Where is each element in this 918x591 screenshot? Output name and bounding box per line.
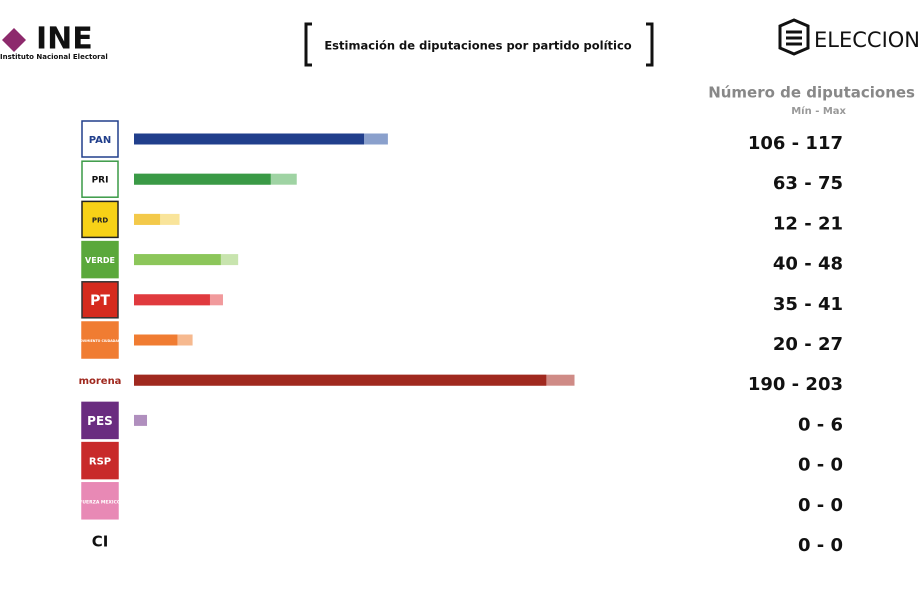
min-bar [134, 294, 210, 306]
party-logo [81, 240, 119, 279]
org-name: Instituto Nacional Electoral [0, 53, 108, 61]
value-label: 20 - 27 [773, 334, 843, 355]
max-bar [134, 414, 148, 426]
party-label: RSP [89, 457, 111, 468]
value-label: 0 - 0 [798, 455, 843, 476]
party-label: PAN [89, 135, 112, 146]
value-label: 106 - 117 [748, 133, 843, 154]
min-bar [134, 173, 271, 185]
min-bar [134, 334, 178, 346]
value-label: 0 - 6 [798, 414, 843, 435]
party-label: MOVIMIENTO CIUDADANO [77, 339, 124, 343]
ine-emblem [2, 28, 26, 52]
party-label: PRI [92, 176, 109, 186]
party-logo [81, 401, 119, 440]
party-logo [81, 120, 119, 158]
party-label: CI [92, 533, 109, 551]
value-label: 63 - 75 [773, 173, 843, 194]
org-logo: INE [36, 22, 93, 57]
party-label: morena [79, 376, 122, 387]
party-logo [81, 441, 119, 480]
party-label: FUERZA MEXICO [79, 499, 121, 505]
party-label: PES [87, 414, 113, 428]
value-label: 0 - 0 [798, 535, 843, 556]
brand-icon [778, 18, 810, 56]
value-label: 12 - 21 [773, 213, 843, 234]
min-bar [134, 213, 161, 225]
title-brackets [304, 22, 654, 67]
value-subheading: Mín - Max [791, 105, 846, 117]
party-logo [81, 321, 119, 359]
party-logo [81, 482, 119, 520]
brand-logo: ELECCIONES [814, 28, 918, 52]
min-bar [134, 254, 221, 266]
party-label: PT [90, 293, 110, 309]
party-logo [81, 200, 119, 239]
value-heading: Número de diputaciones [708, 84, 915, 102]
party-label: VERDE [85, 256, 115, 265]
value-label: 0 - 0 [798, 495, 843, 516]
party-label: PRD [92, 216, 109, 224]
min-bar [134, 133, 365, 145]
value-label: 40 - 48 [773, 254, 843, 275]
value-label: 35 - 41 [773, 294, 843, 315]
party-logo [81, 281, 119, 319]
min-bar [134, 374, 547, 386]
chart-title: Estimación de diputaciones por partido p… [324, 39, 631, 53]
party-logo [81, 160, 119, 198]
value-label: 190 - 203 [748, 374, 843, 395]
